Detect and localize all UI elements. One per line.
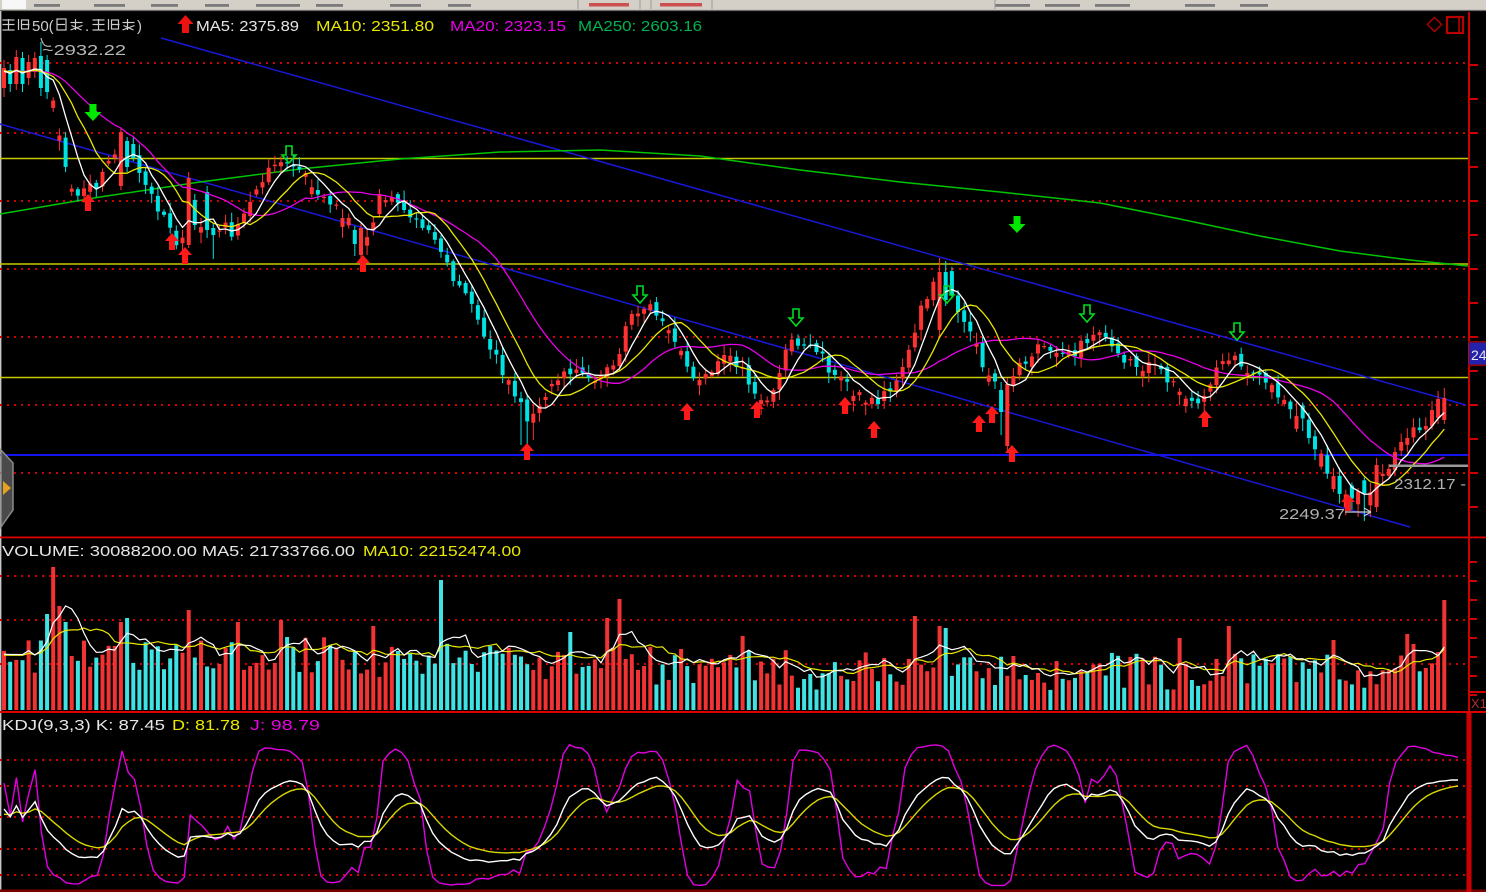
svg-text:~2932.22: ~2932.22 [42, 42, 126, 59]
svg-text:D: 81.78: D: 81.78 [172, 717, 240, 734]
svg-text:X1: X1 [1471, 696, 1486, 711]
svg-text:MA250: 2603.16: MA250: 2603.16 [578, 18, 702, 35]
svg-text:MA5: 2375.89: MA5: 2375.89 [196, 18, 299, 35]
svg-text:.: . [85, 18, 89, 35]
svg-text:24: 24 [1471, 347, 1486, 363]
svg-text:MA20: 2323.15: MA20: 2323.15 [450, 18, 566, 35]
svg-text:MA5: 21733766.00: MA5: 21733766.00 [202, 543, 355, 560]
svg-text:VOLUME: 30088200.00: VOLUME: 30088200.00 [2, 543, 197, 560]
svg-text:2249.37: 2249.37 [1279, 506, 1345, 523]
svg-text:MA10: 2351.80: MA10: 2351.80 [316, 18, 434, 35]
svg-text:MA10: 22152474.00: MA10: 22152474.00 [363, 543, 521, 560]
svg-text:KDJ(9,3,3) K: 87.45: KDJ(9,3,3) K: 87.45 [2, 717, 165, 734]
svg-text:): ) [137, 18, 142, 35]
svg-text:2312.17 -: 2312.17 - [1394, 476, 1466, 493]
svg-text:50(: 50( [32, 18, 54, 35]
svg-text:J: 98.79: J: 98.79 [250, 717, 320, 734]
